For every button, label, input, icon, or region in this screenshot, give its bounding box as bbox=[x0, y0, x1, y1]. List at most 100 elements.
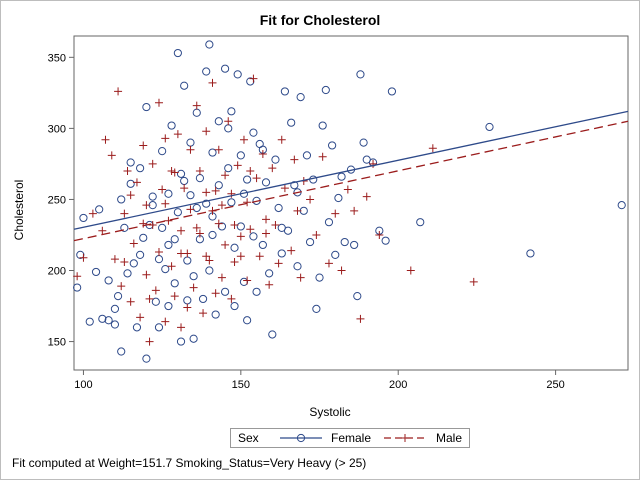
female-point bbox=[214, 181, 223, 190]
female-point bbox=[117, 347, 126, 356]
male-point bbox=[252, 174, 261, 183]
female-point bbox=[170, 235, 179, 244]
male-point bbox=[167, 167, 176, 176]
female-point bbox=[110, 304, 120, 313]
female-point bbox=[293, 262, 302, 271]
female-point bbox=[73, 283, 82, 292]
female-point bbox=[142, 354, 151, 363]
female-point bbox=[526, 249, 535, 258]
male-point bbox=[262, 229, 271, 238]
male-point bbox=[236, 252, 245, 261]
male-point bbox=[214, 219, 223, 228]
female-point bbox=[183, 256, 192, 265]
female-point bbox=[205, 40, 214, 49]
legend-male-marker bbox=[401, 434, 409, 442]
male-point bbox=[136, 313, 145, 322]
male-point bbox=[246, 225, 255, 234]
female-point bbox=[214, 117, 223, 126]
female-point bbox=[85, 317, 94, 326]
male-point bbox=[202, 252, 211, 261]
female-point bbox=[359, 138, 368, 147]
female-point bbox=[170, 279, 179, 288]
female-point bbox=[261, 178, 271, 187]
female-point bbox=[381, 236, 390, 245]
chart-title: Fit for Cholesterol bbox=[260, 12, 381, 28]
male-point bbox=[375, 230, 384, 239]
male-point bbox=[177, 323, 186, 332]
female-point bbox=[321, 85, 330, 95]
legend: Sex Female Male bbox=[230, 428, 470, 448]
male-point bbox=[195, 229, 204, 238]
male-point bbox=[177, 249, 186, 258]
female-point bbox=[126, 158, 135, 167]
female-point bbox=[167, 121, 176, 130]
female-point bbox=[189, 334, 198, 343]
female-point bbox=[236, 151, 245, 160]
male-point bbox=[262, 215, 271, 224]
female-point bbox=[280, 87, 289, 96]
female-point bbox=[243, 175, 252, 184]
male-point bbox=[221, 240, 230, 249]
male-point bbox=[258, 149, 267, 158]
male-point bbox=[129, 239, 138, 248]
x-axis-label: Systolic bbox=[309, 405, 350, 419]
female-point bbox=[173, 48, 182, 58]
male-point bbox=[107, 151, 116, 160]
female-point bbox=[91, 267, 101, 277]
female-point bbox=[129, 259, 138, 268]
fit-lines-group bbox=[73, 110, 629, 242]
female-point bbox=[224, 124, 233, 133]
male-point bbox=[243, 276, 252, 285]
female-point bbox=[220, 64, 230, 73]
female-point bbox=[252, 287, 261, 296]
female-point bbox=[331, 250, 340, 259]
male-point bbox=[180, 184, 189, 193]
male-point bbox=[202, 188, 211, 197]
female-point bbox=[302, 151, 312, 160]
male-point bbox=[88, 209, 97, 218]
male-point bbox=[227, 294, 236, 303]
male-point bbox=[265, 280, 274, 289]
female-point bbox=[416, 218, 425, 227]
male-point bbox=[151, 286, 160, 295]
male-point bbox=[161, 317, 170, 326]
male-point bbox=[189, 283, 198, 292]
female-point bbox=[324, 218, 334, 227]
female-fit-line bbox=[73, 110, 629, 230]
male-point bbox=[277, 135, 286, 144]
female-point bbox=[113, 291, 123, 301]
male-point bbox=[280, 184, 289, 193]
male-fit-line bbox=[73, 120, 629, 242]
female-point bbox=[296, 93, 305, 102]
female-point bbox=[79, 213, 88, 223]
male-point bbox=[154, 248, 163, 257]
female-point bbox=[132, 323, 142, 332]
female-point bbox=[126, 179, 135, 188]
female-point bbox=[154, 255, 164, 264]
male-point bbox=[177, 226, 186, 235]
y-tick-label: 300 bbox=[48, 123, 66, 135]
male-point bbox=[287, 246, 296, 255]
male-point bbox=[186, 145, 195, 154]
x-tick-label: 150 bbox=[232, 379, 250, 391]
female-point bbox=[158, 223, 167, 232]
female-point bbox=[290, 181, 299, 190]
female-point bbox=[387, 87, 397, 96]
female-point bbox=[104, 316, 113, 325]
female-point bbox=[249, 232, 258, 241]
male-point bbox=[217, 273, 226, 282]
female-point bbox=[164, 240, 173, 250]
male-point bbox=[224, 117, 233, 126]
female-point bbox=[224, 164, 233, 173]
male-point bbox=[331, 209, 340, 218]
female-point bbox=[198, 294, 208, 304]
male-point bbox=[271, 221, 280, 230]
male-point bbox=[142, 270, 151, 279]
female-point bbox=[176, 169, 186, 178]
male-point bbox=[324, 259, 333, 268]
female-point bbox=[148, 192, 157, 201]
male-point bbox=[246, 167, 255, 176]
female-point bbox=[151, 297, 160, 306]
male-point bbox=[161, 134, 170, 143]
